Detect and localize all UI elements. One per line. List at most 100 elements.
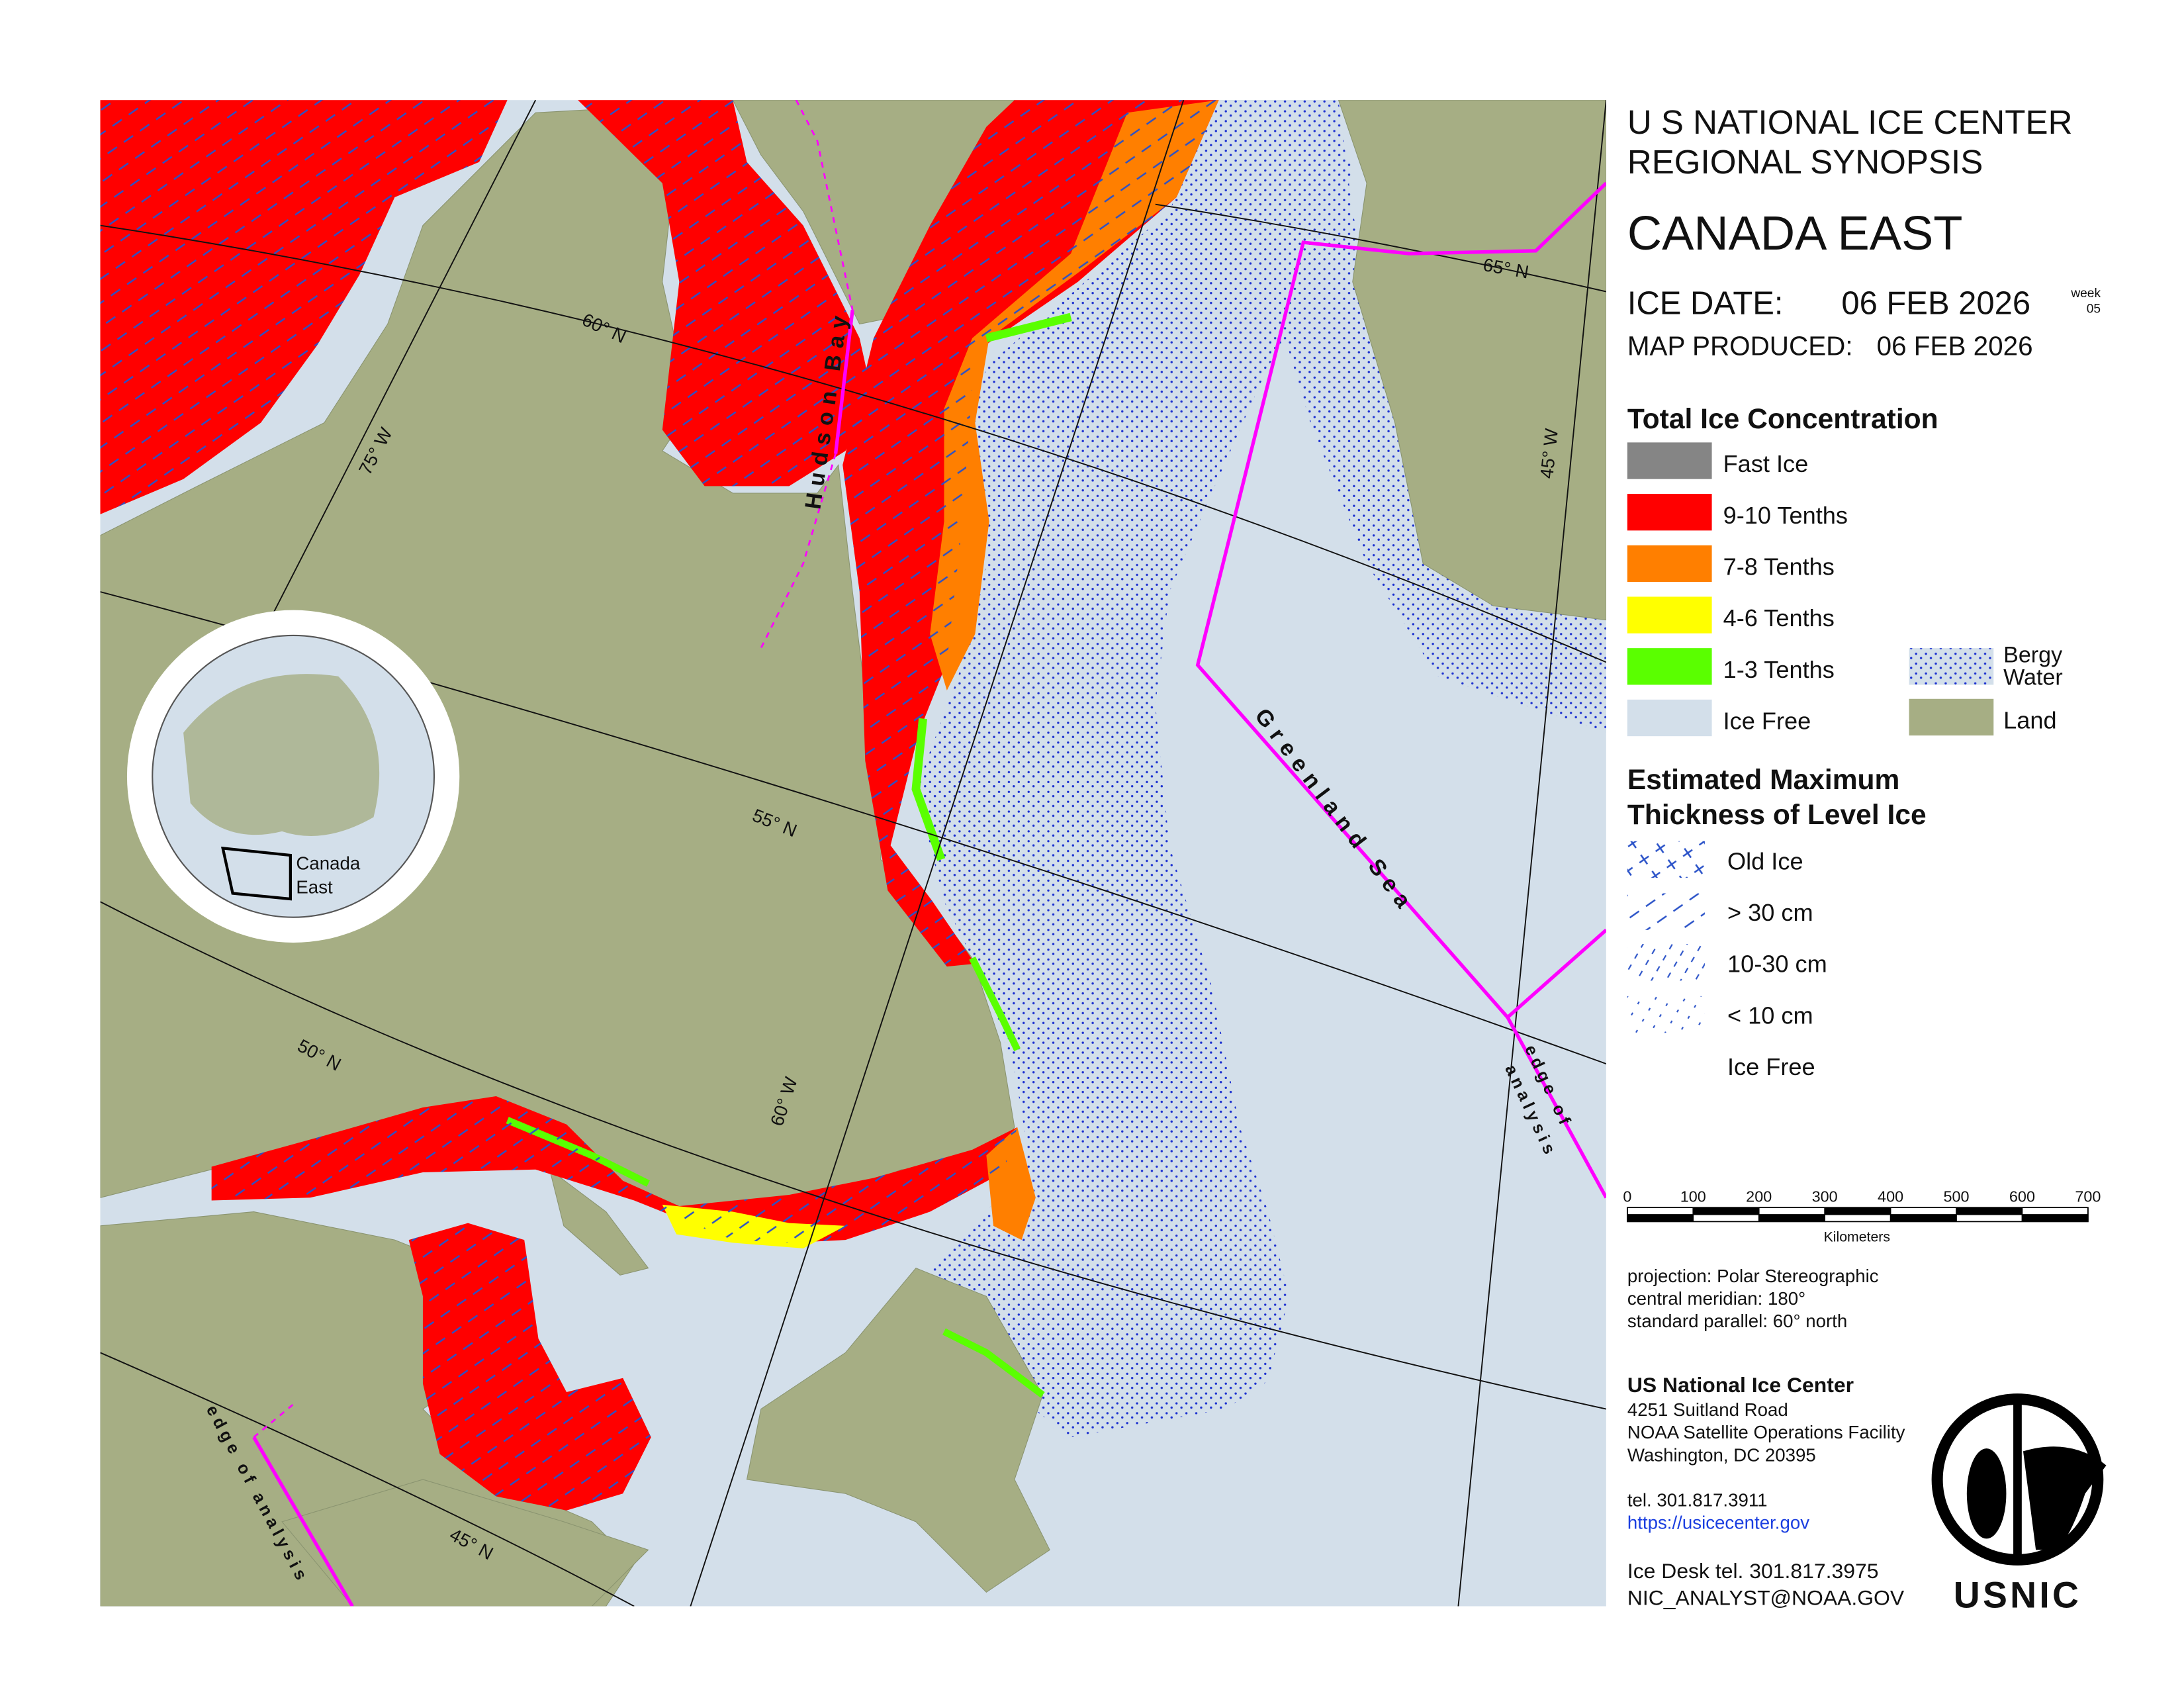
logo-penguin — [1966, 1448, 2007, 1539]
sea-ice — [100, 100, 1219, 1511]
legend-label: Land — [2003, 706, 2056, 733]
land-mass — [281, 1479, 649, 1607]
concentration-swatch — [1627, 648, 1712, 685]
thickness-swatch — [1627, 841, 1705, 878]
scale-segment — [1693, 1207, 1759, 1215]
legend-panel: U S NATIONAL ICE CENTER REGIONAL SYNOPSI… — [1623, 103, 2107, 1616]
longitude-line — [690, 100, 1185, 1607]
inset-label: East — [296, 876, 333, 897]
ice-1-3 — [911, 718, 946, 861]
address: NOAA Satellite Operations Facility — [1627, 1422, 1905, 1442]
address: 4251 Suitland Road — [1627, 1399, 1788, 1420]
thickness-swatch — [1627, 996, 1705, 1033]
boundary-line — [1506, 1016, 1606, 1199]
map: 65° N 60° N 55° N 50° N 45° N 75° W 60° … — [100, 100, 1606, 1607]
legend-label: 7-8 Tenths — [1723, 553, 1835, 580]
logo-bear — [2023, 1446, 2107, 1550]
ice-date-label: ICE DATE: — [1627, 286, 1784, 322]
inset-globe: Canada East — [126, 610, 460, 943]
land-swatch — [1909, 698, 1994, 736]
scale-segment — [2022, 1214, 2088, 1222]
latitude-line — [1155, 203, 1606, 293]
ice-1-3 — [969, 957, 1021, 1052]
legend-title: Thickness of Level Ice — [1627, 799, 1927, 831]
phone: tel. 301.817.3911 — [1627, 1489, 1768, 1510]
concentration-swatch — [1627, 494, 1712, 531]
legend-title: Total Ice Concentration — [1627, 403, 1938, 435]
latitude-line — [100, 901, 1606, 1410]
legend-label: 9-10 Tenths — [1723, 502, 1848, 529]
bergy-water — [901, 100, 1606, 1438]
boundary-line — [833, 309, 854, 454]
bergy-area — [1211, 100, 1606, 733]
concentration-swatch — [1627, 596, 1712, 633]
legend-label: < 10 cm — [1727, 1002, 1813, 1029]
scale-tick-label: 100 — [1680, 1188, 1706, 1205]
legend-label: 10-30 cm — [1727, 951, 1827, 978]
legend-label: Ice Free — [1727, 1053, 1815, 1080]
scale-tick-label: 700 — [2075, 1188, 2101, 1205]
graticule — [100, 100, 1606, 1607]
projection: standard parallel: 60° north — [1627, 1311, 1847, 1331]
analysis-boundary — [252, 100, 1606, 1607]
address: Washington, DC 20395 — [1627, 1444, 1816, 1465]
inset-land — [183, 674, 380, 836]
land-mass — [1338, 100, 1606, 621]
scale-segment — [1825, 1207, 1891, 1215]
legend-label: Old Ice — [1727, 847, 1803, 874]
produced-label: MAP PRODUCED: — [1627, 330, 1853, 361]
contact-name: US National Ice Center — [1627, 1373, 1854, 1397]
product: REGIONAL SYNOPSIS — [1627, 143, 1983, 181]
legend-label: Water — [2003, 665, 2063, 690]
ice-desk-phone: Ice Desk tel. 301.817.3975 — [1627, 1559, 1879, 1583]
legend-label: 4-6 Tenths — [1723, 604, 1835, 632]
scale-tick-label: 400 — [1878, 1188, 1903, 1205]
legend-label: Ice Free — [1723, 708, 1811, 735]
scale-tick-label: 500 — [1943, 1188, 1969, 1205]
legend-label: > 30 cm — [1727, 899, 1813, 926]
land-mass — [549, 1168, 649, 1276]
scale-tick-label: 600 — [2009, 1188, 2035, 1205]
longitude-line — [1457, 100, 1606, 1607]
concentration-swatch — [1627, 545, 1712, 583]
concentration-swatch — [1627, 699, 1712, 737]
concentration-swatch — [1627, 442, 1712, 479]
agency: U S NATIONAL ICE CENTER — [1627, 103, 2073, 141]
thickness-swatch — [1627, 944, 1705, 981]
region-title: CANADA EAST — [1627, 207, 1963, 260]
week-label: week — [2070, 287, 2101, 301]
latitude-line — [100, 224, 1606, 663]
bergy-swatch — [1909, 648, 1994, 685]
ice-1-3 — [942, 1328, 1045, 1398]
scale-segment — [1890, 1214, 1957, 1222]
website-link[interactable]: https://usicecenter.gov — [1627, 1512, 1809, 1532]
logo: USNIC — [1931, 1393, 2107, 1616]
logo-text: USNIC — [1954, 1575, 2081, 1616]
legend-title: Estimated Maximum — [1627, 764, 1900, 796]
scale-segment — [1758, 1214, 1825, 1222]
boundary-line — [252, 1436, 354, 1607]
week: 05 — [2087, 303, 2101, 316]
thickness-swatch — [1627, 893, 1705, 930]
inset-label: Canada — [296, 853, 360, 873]
legend-label: 1-3 Tenths — [1723, 656, 1835, 683]
inset-box — [220, 846, 292, 901]
legend-label: Bergy — [2003, 642, 2062, 667]
legend-label: Fast Ice — [1723, 450, 1809, 477]
scale-tick-label: 0 — [1623, 1188, 1631, 1205]
scale-tick-label: 300 — [1812, 1188, 1838, 1205]
projection: projection: Polar Stereographic — [1627, 1266, 1879, 1286]
produced-date: 06 FEB 2026 — [1877, 330, 2033, 361]
email: NIC_ANALYST@NOAA.GOV — [1627, 1585, 1905, 1609]
ice-date: 06 FEB 2026 — [1841, 286, 2030, 322]
scale-tick-label: 200 — [1746, 1188, 1772, 1205]
projection: central meridian: 180° — [1627, 1288, 1805, 1309]
scale-segment — [1627, 1214, 1694, 1222]
scale-segment — [1956, 1207, 2023, 1215]
latitude-line — [100, 1352, 635, 1607]
scale-unit: Kilometers — [1824, 1229, 1890, 1244]
boundary-dashed — [795, 100, 854, 310]
boundary-dashed — [253, 1401, 297, 1438]
